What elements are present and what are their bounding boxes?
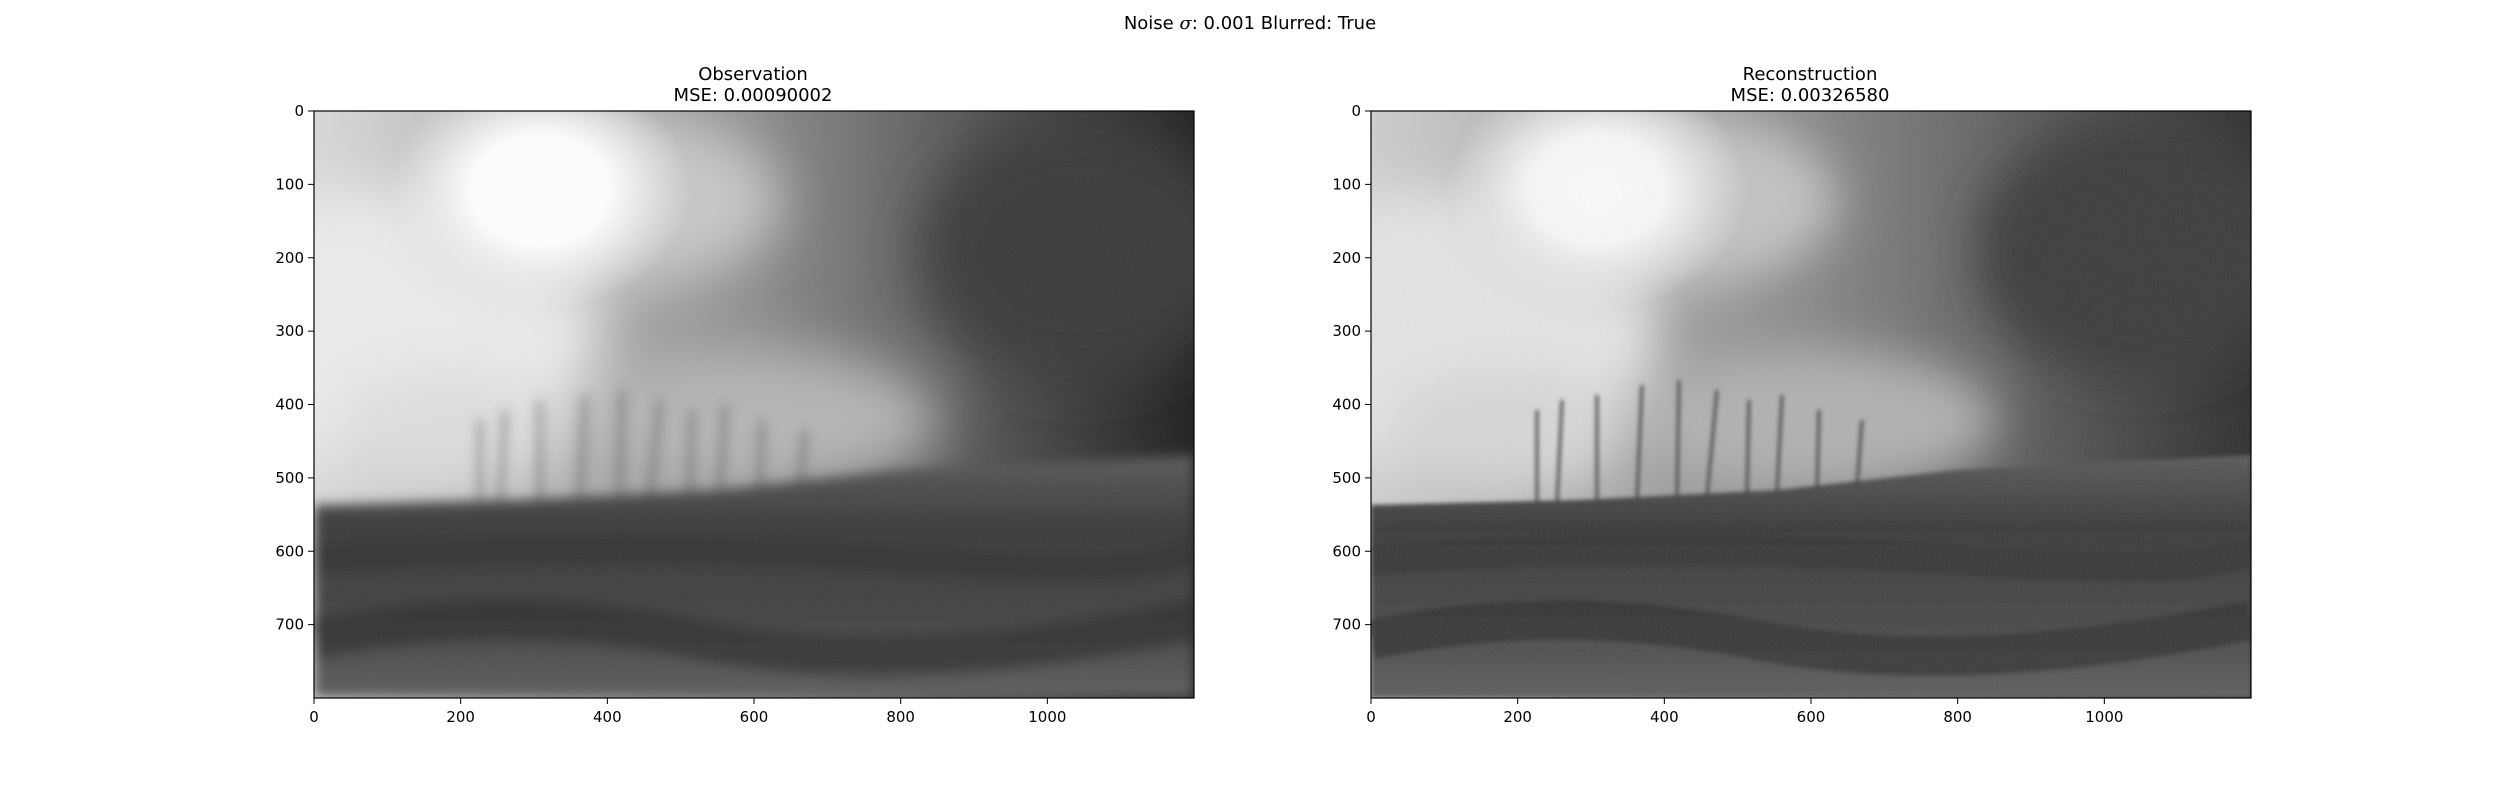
figure-suptitle: Noise σ: 0.001 Blurred: True bbox=[0, 13, 2500, 35]
reconstruction-xtick-label: 600 bbox=[1797, 708, 1826, 726]
observation-xtick-label: 600 bbox=[740, 708, 769, 726]
observation-ytick-label: 500 bbox=[275, 469, 304, 487]
reconstruction-mse-label: MSE: 0.00326580 bbox=[1730, 85, 1890, 106]
reconstruction-image bbox=[1371, 111, 2251, 698]
reconstruction-ytick-label: 600 bbox=[1332, 542, 1361, 560]
observation-ytick-label: 200 bbox=[275, 249, 304, 267]
reconstruction-ytick-label: 100 bbox=[1332, 175, 1361, 193]
reconstruction-ytick-label: 300 bbox=[1332, 322, 1361, 340]
observation-panel: Observation MSE: 0.00090002 bbox=[275, 64, 1195, 726]
suptitle-sigma: σ bbox=[1179, 13, 1192, 34]
reconstruction-xtick-label: 1000 bbox=[2085, 708, 2123, 726]
observation-title-line1: Observation bbox=[698, 64, 808, 85]
reconstruction-title-line1: Reconstruction bbox=[1742, 64, 1878, 85]
observation-ytick-label: 400 bbox=[275, 396, 304, 414]
observation-xtick-label: 1000 bbox=[1028, 708, 1066, 726]
observation-ytick-label: 100 bbox=[275, 175, 304, 193]
observation-ytick-label: 600 bbox=[275, 542, 304, 560]
observation-mse-label: MSE: 0.00090002 bbox=[673, 85, 833, 106]
reconstruction-ytick-label: 700 bbox=[1332, 616, 1361, 634]
suptitle-prefix: Noise bbox=[1123, 13, 1180, 34]
reconstruction-ytick-label: 500 bbox=[1332, 469, 1361, 487]
observation-xtick-label: 400 bbox=[593, 708, 622, 726]
observation-ytick-label: 300 bbox=[275, 322, 304, 340]
observation-ytick-label: 0 bbox=[294, 102, 304, 120]
observation-xtick-label: 800 bbox=[886, 708, 915, 726]
reconstruction-xtick-label: 800 bbox=[1943, 708, 1972, 726]
reconstruction-xtick-label: 200 bbox=[1503, 708, 1532, 726]
observation-xtick-label: 0 bbox=[309, 708, 319, 726]
observation-image bbox=[314, 111, 1194, 698]
reconstruction-xtick-label: 0 bbox=[1366, 708, 1376, 726]
reconstruction-ytick-label: 0 bbox=[1351, 102, 1361, 120]
reconstruction-xtick-label: 400 bbox=[1650, 708, 1679, 726]
suptitle-rest: : 0.001 Blurred: True bbox=[1191, 13, 1377, 34]
reconstruction-ytick-label: 400 bbox=[1332, 396, 1361, 414]
reconstruction-ytick-label: 200 bbox=[1332, 249, 1361, 267]
observation-ytick-label: 700 bbox=[275, 616, 304, 634]
observation-xtick-label: 200 bbox=[446, 708, 475, 726]
observation-axes: 0 200 400 600 800 1000 0 100 200 300 400 500 600 700 bbox=[275, 102, 1195, 726]
